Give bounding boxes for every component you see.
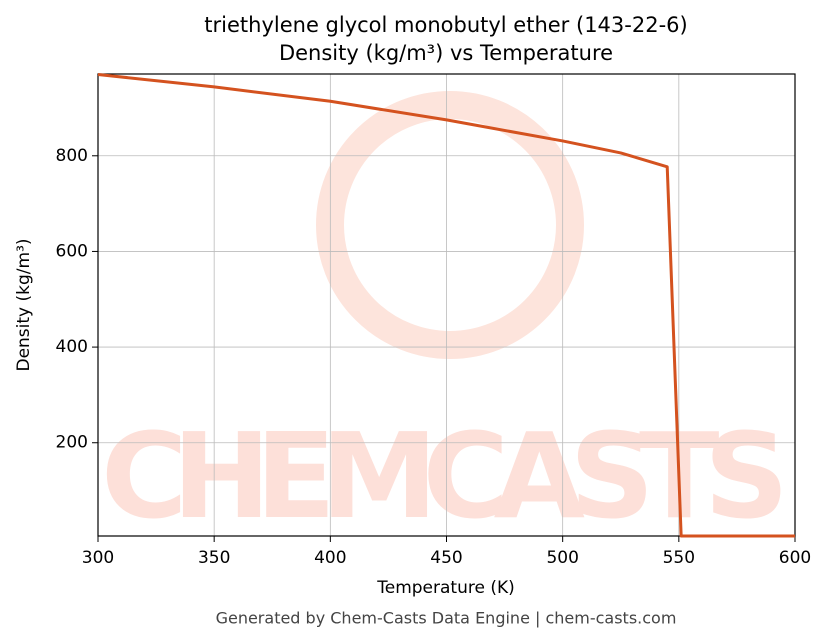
y-tick-label: 200 <box>56 433 88 453</box>
x-axis-label: Temperature (K) <box>376 578 515 598</box>
y-tick-label: 600 <box>56 241 88 261</box>
watermark: CHEMCASTS <box>101 407 791 545</box>
y-tick-label: 800 <box>56 146 88 166</box>
x-tick-label: 400 <box>314 548 346 568</box>
footer: Generated by Chem-Casts Data Engine | ch… <box>216 609 677 628</box>
watermark-logo <box>316 91 584 359</box>
x-tick-label: 450 <box>430 548 462 568</box>
data-line <box>97 72 795 538</box>
x-tick-label: 300 <box>82 548 114 568</box>
y-tick-label: 400 <box>56 337 88 357</box>
x-tick-label: 550 <box>663 548 695 568</box>
plot-frame <box>97 73 796 537</box>
chart-title: triethylene glycol monobutyl ether (143-… <box>204 13 687 37</box>
y-axis-label: Density (kg/m³) <box>14 238 34 371</box>
x-tick-label: 600 <box>779 548 811 568</box>
x-tick-label: 500 <box>546 548 578 568</box>
x-tick-label: 350 <box>198 548 230 568</box>
chart-subtitle: Density (kg/m³) vs Temperature <box>279 41 613 65</box>
